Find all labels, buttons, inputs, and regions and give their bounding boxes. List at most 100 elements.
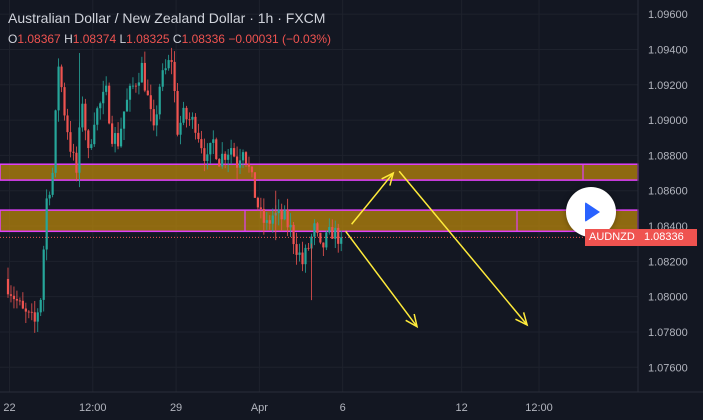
down-arrow-short-head [405, 313, 419, 329]
candle-body [42, 249, 45, 300]
candle-body [93, 124, 96, 145]
candle-body [134, 85, 138, 87]
candle-body [313, 223, 316, 237]
up-arrow [351, 172, 394, 225]
candle-body [24, 308, 27, 312]
candle-body [241, 152, 245, 161]
candle-body [340, 237, 343, 244]
time-tick-label: 12 [456, 402, 468, 414]
candle-body [75, 152, 78, 173]
candle-body [304, 247, 307, 265]
zones-layer [0, 163, 639, 233]
candle-body [72, 151, 75, 153]
candle-body [36, 312, 39, 322]
candle-body [164, 68, 167, 71]
time-axis[interactable]: 22 12:00 29 Apr 6 12 12:00 [3, 402, 552, 414]
candle-body [48, 194, 51, 199]
price-tick-label: 1.08800 [648, 150, 688, 162]
candle-body [316, 223, 319, 233]
candle-body [152, 109, 155, 126]
candle-body [218, 159, 221, 167]
candle-body [206, 154, 209, 161]
time-tick-label: Apr [251, 402, 268, 414]
candle-body [194, 116, 197, 133]
price-tag-value: 1.08336 [644, 231, 684, 243]
candle-body [51, 172, 54, 195]
candle-body [176, 91, 179, 135]
open-value: 1.08367 [17, 32, 61, 46]
candle-body [289, 224, 292, 228]
candle-body [99, 103, 102, 109]
candle-body [128, 85, 132, 100]
price-tick-label: 1.08600 [648, 186, 688, 198]
candle-body [247, 163, 251, 167]
upper-resistance-zone [0, 163, 639, 181]
candle-body [30, 311, 33, 313]
candle-body [244, 152, 248, 164]
up-arrow-head [381, 171, 395, 186]
candle-body [84, 103, 87, 131]
candle-body [182, 107, 185, 123]
candle-body [262, 208, 265, 223]
candle-body [39, 299, 42, 313]
candle-body [137, 82, 140, 86]
close-value: 1.08336 [181, 32, 225, 46]
candle-body [102, 91, 105, 104]
candle-body [265, 220, 268, 223]
candle-body [12, 295, 16, 300]
price-tick-label: 1.09000 [648, 115, 688, 127]
play-button[interactable] [566, 187, 616, 237]
candle-body [131, 85, 135, 87]
candle-body [161, 70, 164, 87]
price-tick-label: 1.09200 [648, 80, 688, 92]
candle-body [57, 66, 60, 111]
candle-body [298, 252, 301, 255]
price-tag-symbol: AUDNZD [589, 231, 635, 243]
candle-body [238, 160, 242, 168]
candles-layer[interactable] [0, 47, 638, 333]
symbol-title: Australian Dollar / New Zealand Dollar ·… [8, 10, 326, 26]
candle-body [215, 139, 218, 160]
price-tick-label: 1.08200 [648, 256, 688, 268]
candle-body [235, 156, 239, 168]
candle-body [221, 153, 224, 167]
time-tick-label: 12:00 [525, 402, 553, 414]
candle-body [191, 116, 194, 120]
candle-body [149, 95, 152, 110]
candle-body [173, 61, 176, 92]
candle-body [224, 153, 227, 160]
candle-body [250, 166, 254, 173]
time-tick-label: 6 [340, 402, 346, 414]
price-tick-label: 1.09600 [648, 9, 688, 21]
price-tick-label: 1.08000 [648, 292, 688, 304]
price-axis[interactable]: 1.09600 1.09400 1.09200 1.09000 1.08800 1.086… [648, 9, 688, 374]
last-price-label: AUDNZD 1.08336 [585, 229, 697, 246]
lower-support-zone [0, 209, 639, 233]
candle-body [301, 252, 304, 265]
candle-body [15, 299, 19, 301]
candle-body [105, 85, 108, 92]
high-value: 1.08374 [72, 32, 117, 46]
candle-body [69, 132, 72, 152]
candle-body [331, 227, 334, 239]
open-label: O [8, 32, 18, 46]
candle-body [185, 107, 188, 120]
candle-body [253, 172, 257, 198]
candle-body [125, 99, 129, 112]
candle-body [259, 207, 262, 209]
candle-body [283, 209, 286, 220]
candle-body [18, 300, 21, 302]
down-arrow-long [398, 170, 528, 326]
candle-body [212, 139, 215, 143]
candle-body [325, 232, 328, 248]
high-label: H [64, 32, 73, 46]
candle-body [203, 148, 206, 161]
candle-body [209, 142, 212, 155]
candle-body [122, 111, 126, 129]
candle-body [21, 300, 24, 309]
time-tick-label: 22 [3, 402, 15, 414]
candle-body [33, 312, 36, 322]
candle-body [96, 108, 99, 125]
candle-body [119, 128, 123, 147]
